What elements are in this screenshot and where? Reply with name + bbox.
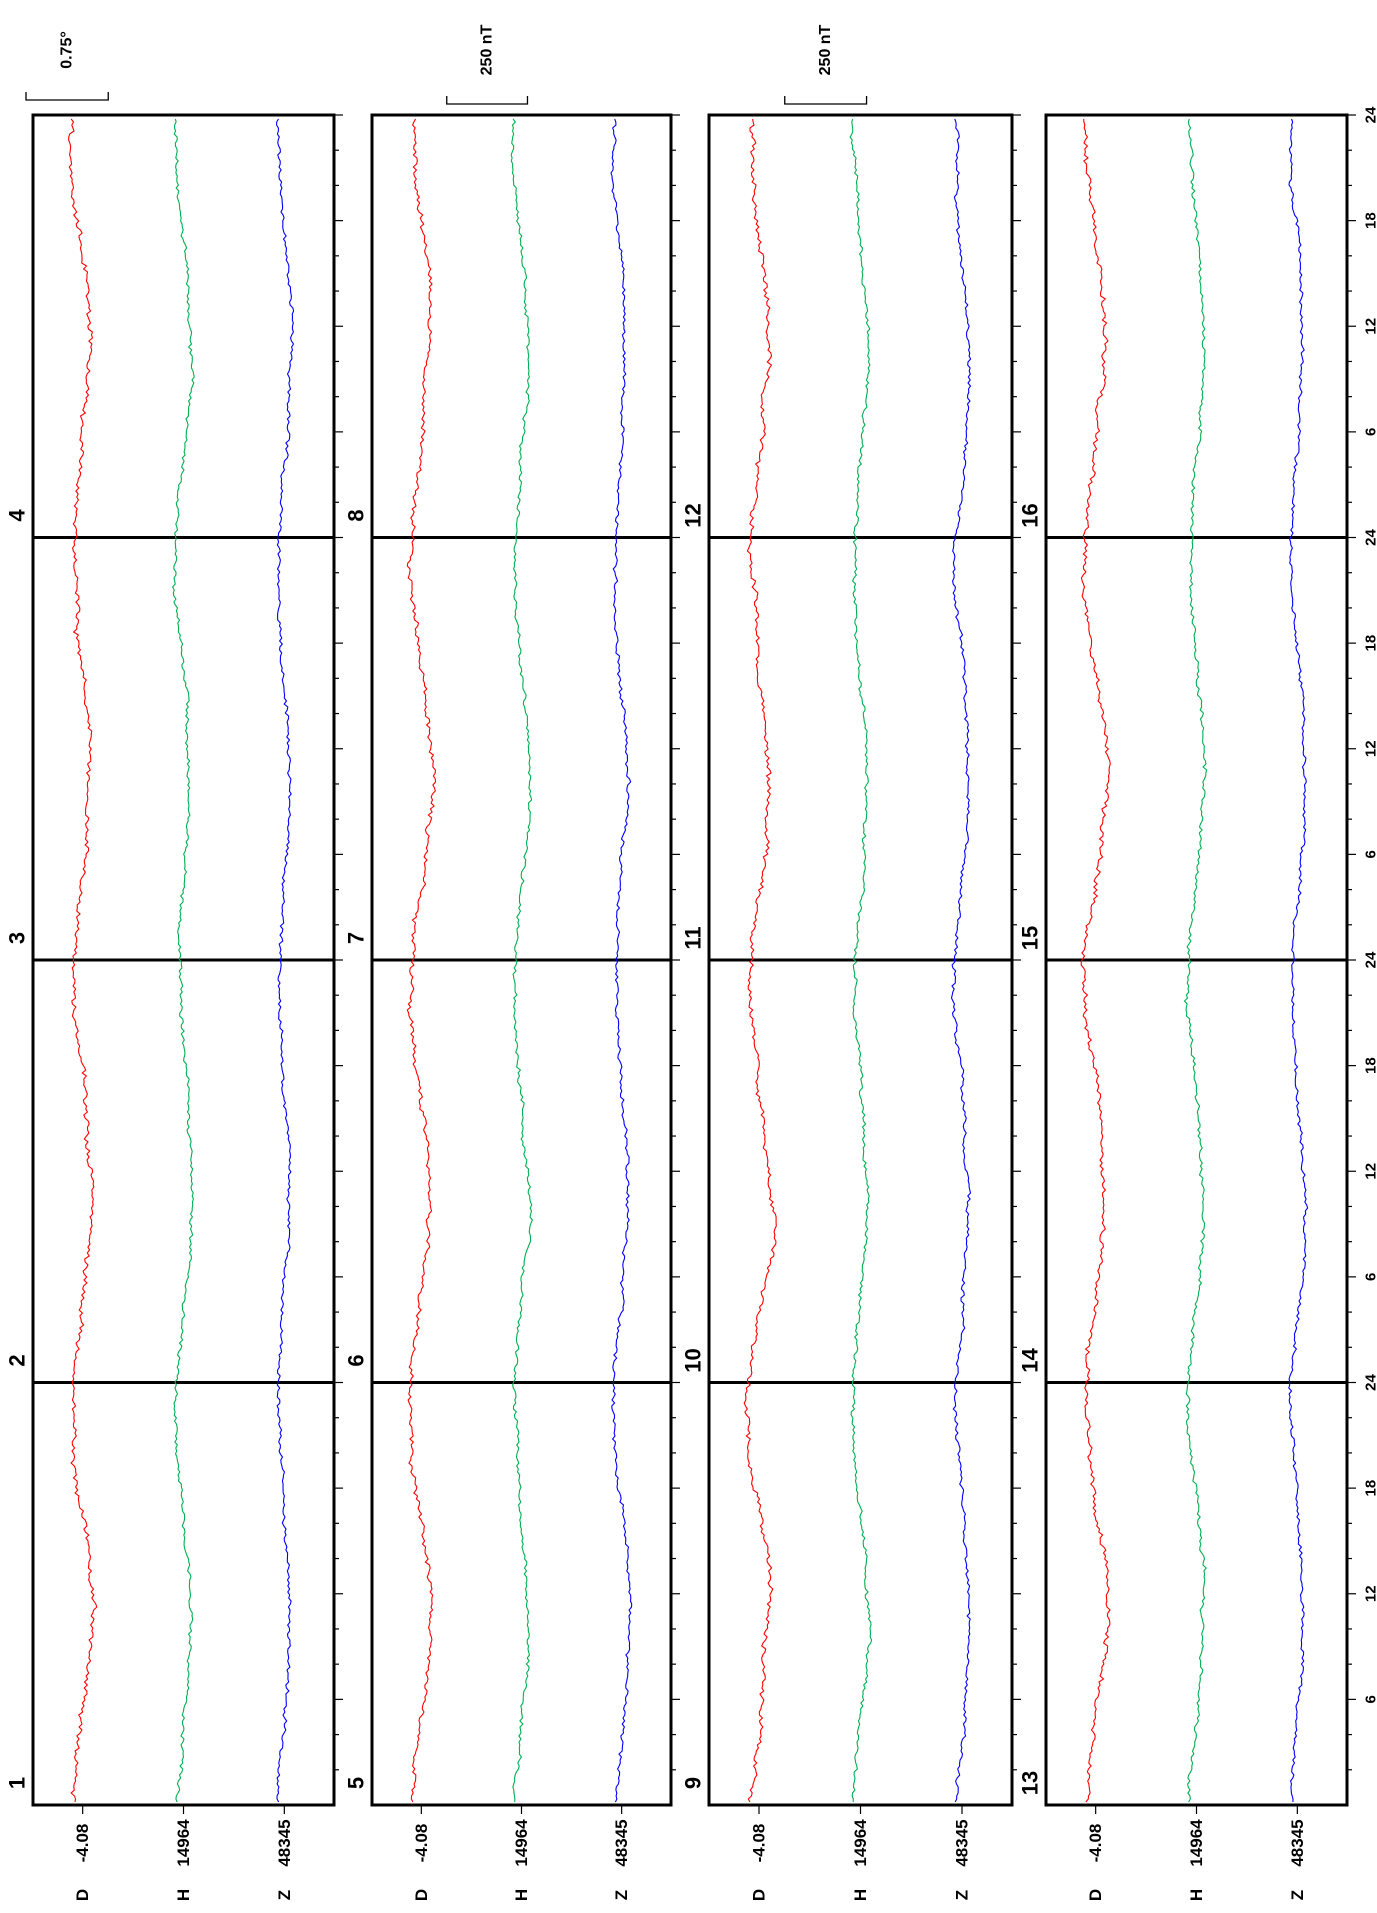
baseline-label-z: 48345 — [275, 1819, 294, 1866]
baseline-label-d: -4.08 — [73, 1824, 92, 1863]
trace-d-row-2 — [406, 118, 437, 1803]
channel-label-z: Z — [953, 1890, 972, 1900]
channel-label-d: D — [73, 1889, 92, 1901]
trace-h-row-1 — [172, 118, 195, 1803]
hour-label-6: 6 — [1363, 1273, 1377, 1281]
day-label-4: 4 — [5, 509, 30, 522]
hour-label-24: 24 — [1363, 529, 1377, 546]
baseline-label-h: 14964 — [1187, 1819, 1206, 1867]
baseline-label-z: 48345 — [1288, 1819, 1307, 1866]
day-label-16: 16 — [1018, 503, 1043, 527]
hour-label-24: 24 — [1363, 106, 1377, 123]
trace-z-row-1 — [276, 118, 295, 1803]
day-label-10: 10 — [681, 1348, 706, 1372]
hour-label-12: 12 — [1363, 1585, 1377, 1602]
channel-label-h: H — [851, 1889, 870, 1901]
day-label-12: 12 — [681, 503, 706, 527]
day-label-7: 7 — [344, 932, 369, 944]
trace-z-row-4 — [1288, 118, 1309, 1803]
scale-bar — [25, 92, 109, 101]
scale-bar-label: 250 nT — [479, 24, 496, 75]
day-label-11: 11 — [681, 926, 706, 949]
scale-bar — [784, 96, 868, 105]
traces-layer — [68, 118, 1309, 1803]
hour-label-18: 18 — [1363, 212, 1377, 229]
hour-label-18: 18 — [1363, 635, 1377, 652]
channel-label-d: D — [412, 1889, 431, 1901]
trace-d-row-1 — [68, 118, 98, 1803]
trace-h-row-2 — [510, 118, 534, 1803]
hour-label-12: 12 — [1363, 740, 1377, 757]
channel-label-z: Z — [275, 1890, 294, 1900]
trace-h-row-4 — [1183, 118, 1208, 1803]
day-label-2: 2 — [5, 1354, 30, 1366]
hour-label-24: 24 — [1363, 951, 1377, 968]
baseline-label-d: -4.08 — [749, 1824, 768, 1863]
day-label-6: 6 — [344, 1354, 369, 1366]
hour-label-12: 12 — [1363, 1163, 1377, 1180]
day-label-1: 1 — [5, 1777, 30, 1789]
hour-label-6: 6 — [1363, 1695, 1377, 1703]
hour-label-18: 18 — [1363, 1057, 1377, 1074]
baseline-label-h: 14964 — [512, 1819, 531, 1867]
baseline-label-d: -4.08 — [412, 1824, 431, 1863]
hour-label-24: 24 — [1363, 1374, 1377, 1391]
trace-z-row-3 — [950, 118, 972, 1803]
trace-d-row-3 — [743, 118, 777, 1803]
channel-label-h: H — [1187, 1889, 1206, 1901]
baseline-label-z: 48345 — [612, 1819, 631, 1866]
scale-bar-label: 0.75° — [59, 31, 76, 69]
trace-d-row-4 — [1080, 118, 1111, 1803]
baseline-label-z: 48345 — [953, 1819, 972, 1866]
day-label-9: 9 — [681, 1777, 706, 1789]
day-label-8: 8 — [344, 509, 369, 521]
day-label-3: 3 — [5, 932, 30, 944]
trace-z-row-2 — [610, 118, 633, 1803]
scale-bar-label: 250 nT — [817, 24, 834, 75]
channel-label-h: H — [174, 1889, 193, 1901]
hour-label-18: 18 — [1363, 1480, 1377, 1497]
day-label-15: 15 — [1018, 926, 1043, 950]
channel-label-z: Z — [1288, 1890, 1307, 1900]
channel-label-h: H — [512, 1889, 531, 1901]
day-label-14: 14 — [1018, 1348, 1043, 1373]
day-label-13: 13 — [1018, 1771, 1043, 1795]
hour-label-6: 6 — [1363, 428, 1377, 436]
trace-h-row-3 — [849, 118, 873, 1803]
panels-layer — [31, 113, 1356, 1814]
channel-label-d: D — [749, 1889, 768, 1901]
labels-layer: -4.08D14964H48345Z12340.75°-4.08D14964H4… — [5, 24, 1377, 1901]
scale-bar — [446, 96, 529, 105]
hour-label-6: 6 — [1363, 850, 1377, 858]
baseline-label-h: 14964 — [851, 1819, 870, 1867]
hour-label-12: 12 — [1363, 318, 1377, 335]
baseline-label-h: 14964 — [174, 1819, 193, 1867]
day-label-5: 5 — [344, 1777, 369, 1789]
channel-label-d: D — [1086, 1889, 1105, 1901]
channel-label-z: Z — [612, 1890, 631, 1900]
baseline-label-d: -4.08 — [1086, 1824, 1105, 1863]
